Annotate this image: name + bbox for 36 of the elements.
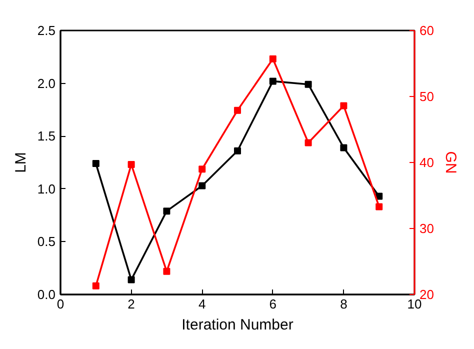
y-tick-label: 1.5 — [37, 128, 56, 144]
y2-tick-label: 40 — [420, 155, 434, 170]
point — [269, 78, 276, 85]
y-tick-label: 0.0 — [37, 287, 56, 302]
point — [128, 276, 135, 284]
point — [269, 55, 276, 62]
y2-tick-label: 20 — [420, 287, 434, 302]
x-tick-label: 6 — [269, 296, 277, 312]
point — [163, 268, 170, 275]
point — [304, 80, 312, 88]
point — [304, 139, 312, 146]
point — [234, 147, 241, 154]
point — [92, 282, 100, 290]
y2-tick-label: 30 — [420, 221, 434, 236]
y2-axis-title: GN — [442, 151, 459, 174]
point — [340, 144, 348, 152]
x-tick-label: 0 — [56, 296, 64, 312]
x-tick-label: 2 — [128, 296, 135, 312]
x-tick-label: 4 — [198, 296, 206, 312]
y2-tick-label: 60 — [420, 23, 434, 38]
point — [198, 166, 206, 173]
x-tick-label: 8 — [340, 296, 348, 312]
point — [92, 160, 100, 168]
y-tick-label: 0.5 — [37, 234, 56, 250]
y-tick-label: 1.0 — [37, 181, 56, 196]
y-tick-label: 2.5 — [37, 23, 56, 38]
y-axis-title: LM — [12, 152, 30, 173]
point — [198, 182, 206, 190]
y2-tick-label: 50 — [420, 89, 434, 104]
point — [128, 160, 135, 168]
point — [163, 208, 170, 215]
point — [340, 102, 348, 110]
point — [376, 203, 383, 210]
point — [234, 106, 241, 114]
x-axis-title: Iteration Number — [182, 316, 294, 334]
y-tick-label: 2.0 — [37, 76, 56, 91]
